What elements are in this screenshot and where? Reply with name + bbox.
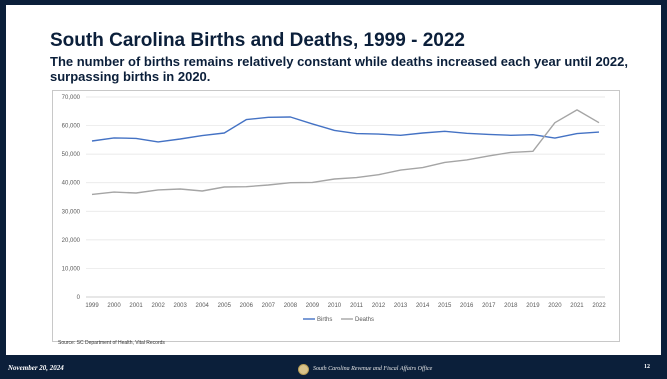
page-title: South Carolina Births and Deaths, 1999 -… [50,30,465,51]
x-tick-label: 2014 [416,303,430,309]
x-tick-label: 2018 [504,303,518,309]
y-tick-label: 70,000 [62,95,81,101]
x-tick-label: 2004 [196,303,210,309]
births-deaths-line-chart: 0 10,000 20,000 30,000 40,000 50,000 60,000 70,… [62,95,607,323]
page-number: 12 [644,364,650,370]
series-line-deaths [91,109,600,196]
x-tick-label: 2011 [350,303,364,309]
y-tick-label: 60,000 [62,124,81,130]
x-tick-label: 2013 [394,303,408,309]
state-seal-icon [298,363,309,375]
footer-date: November 20, 2024 [8,364,64,372]
page-subtitle: The number of births remains relatively … [50,54,628,84]
y-tick-label: 20,000 [62,238,81,244]
footer-office: South Carolina Revenue and Fiscal Affair… [298,363,432,375]
x-tick-label: 2010 [328,303,342,309]
y-tick-label: 30,000 [62,209,81,215]
x-tick-label: 2001 [129,303,143,309]
x-tick-label: 2009 [306,303,320,309]
x-tick-label: 2017 [482,303,496,309]
source-note: Source: SC Department of Health, Vital R… [58,340,165,346]
y-tick-label: 50,000 [62,152,81,158]
legend-label-deaths: Deaths [355,317,374,323]
x-tick-label: 2007 [262,303,276,309]
x-tick-label: 2012 [372,303,386,309]
footer-office-name: South Carolina Revenue and Fiscal Affair… [313,366,433,372]
x-tick-label: 1999 [85,303,99,309]
x-tick-label: 2020 [548,303,562,309]
y-tick-label: 40,000 [62,181,81,187]
x-tick-label: 2021 [570,303,584,309]
slide-header: South Carolina Births and Deaths, 1999 -… [50,30,650,84]
x-tick-label: 2015 [438,303,452,309]
x-tick-label: 2019 [526,303,540,309]
x-tick-label: 2000 [107,303,121,309]
series-line-births [91,116,600,143]
x-tick-label: 2022 [592,303,606,309]
x-tick-label: 2016 [460,303,474,309]
footer: November 20, 2024 South Carolina Revenue… [0,358,667,379]
y-tick-label: 0 [77,295,81,301]
x-tick-label: 2003 [173,303,187,309]
legend-label-births: Births [317,317,332,323]
x-tick-label: 2008 [284,303,298,309]
y-tick-label: 10,000 [62,266,81,272]
x-tick-label: 2002 [151,303,165,309]
x-tick-label: 2005 [218,303,232,309]
x-tick-label: 2006 [240,303,254,309]
chart-area: 0 10,000 20,000 30,000 40,000 50,000 60,000 70,… [52,90,620,342]
